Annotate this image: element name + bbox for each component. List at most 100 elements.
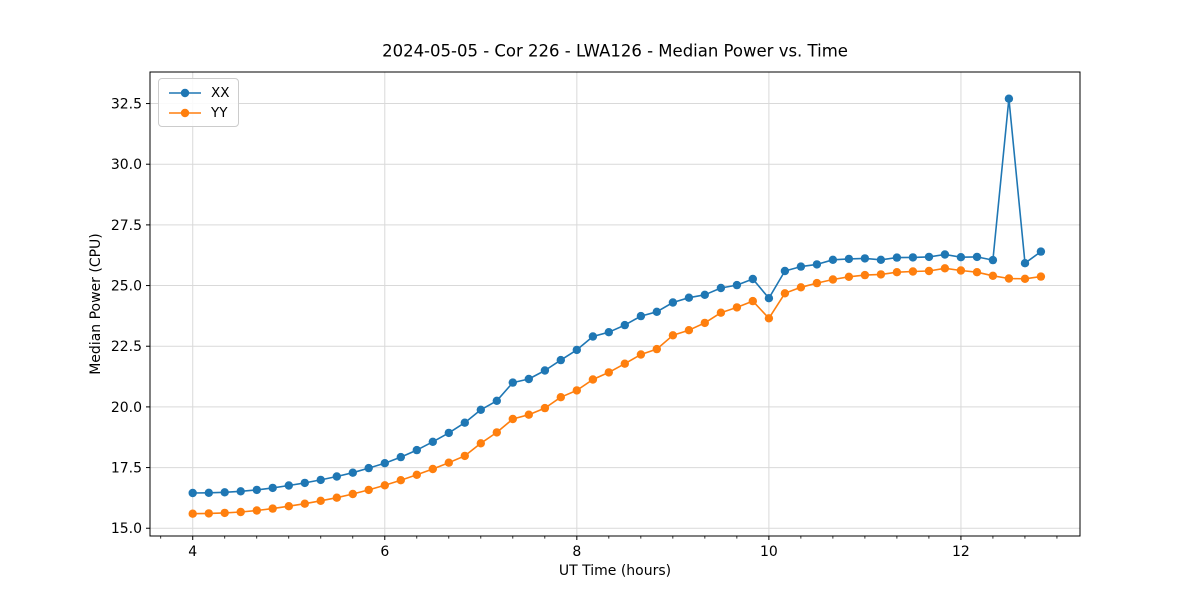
data-point-yy bbox=[524, 410, 533, 419]
data-point-yy bbox=[892, 268, 902, 277]
data-point-yy bbox=[700, 318, 709, 328]
data-point-yy bbox=[716, 308, 726, 317]
x-tick-label: 10 bbox=[760, 544, 778, 560]
data-point-yy bbox=[636, 350, 646, 359]
data-point-xx bbox=[524, 374, 533, 384]
data-point-xx bbox=[556, 355, 565, 365]
data-point-xx bbox=[940, 250, 950, 259]
axes-spine bbox=[149, 71, 1081, 537]
data-point-xx bbox=[236, 487, 245, 496]
data-point-yy bbox=[220, 508, 229, 518]
data-point-yy bbox=[492, 428, 501, 437]
legend-label-yy: YY bbox=[211, 104, 228, 121]
data-point-xx bbox=[1020, 259, 1030, 268]
data-point-yy bbox=[300, 499, 309, 508]
data-point-xx bbox=[220, 488, 229, 497]
data-point-yy bbox=[652, 344, 661, 354]
data-point-xx bbox=[284, 481, 293, 490]
x-tick-label: 8 bbox=[572, 544, 581, 560]
data-point-yy bbox=[828, 275, 838, 284]
data-point-xx bbox=[636, 311, 646, 321]
data-point-yy bbox=[428, 464, 437, 474]
data-point-xx bbox=[268, 483, 277, 493]
data-point-yy bbox=[796, 283, 806, 292]
data-point-yy bbox=[972, 268, 982, 277]
x-tick-label: 12 bbox=[952, 544, 970, 560]
data-point-xx bbox=[908, 253, 918, 262]
data-point-yy bbox=[316, 496, 325, 505]
data-point-xx bbox=[1004, 94, 1014, 103]
data-point-yy bbox=[1020, 274, 1030, 283]
y-tick-label: 22.5 bbox=[111, 339, 142, 355]
data-point-xx bbox=[732, 280, 742, 290]
data-point-xx bbox=[188, 488, 197, 498]
data-point-xx bbox=[476, 405, 485, 414]
data-point-xx bbox=[380, 459, 389, 468]
data-point-yy bbox=[860, 270, 870, 280]
data-point-yy bbox=[396, 476, 405, 485]
data-point-yy bbox=[444, 458, 453, 467]
data-point-yy bbox=[460, 451, 469, 461]
data-point-yy bbox=[268, 504, 277, 513]
data-point-yy bbox=[204, 509, 213, 518]
data-point-yy bbox=[1004, 274, 1014, 283]
data-point-xx bbox=[588, 332, 598, 341]
series-line-xx bbox=[192, 97, 1042, 494]
data-point-yy bbox=[940, 264, 950, 273]
data-point-xx bbox=[300, 478, 309, 488]
data-point-yy bbox=[348, 489, 357, 499]
data-point-xx bbox=[460, 418, 469, 427]
data-point-xx bbox=[668, 298, 678, 307]
data-point-yy bbox=[844, 272, 854, 281]
data-point-yy bbox=[188, 509, 197, 518]
data-point-xx bbox=[748, 274, 757, 284]
data-point-xx bbox=[348, 468, 357, 477]
data-point-yy bbox=[812, 278, 822, 288]
x-tick-label: 4 bbox=[188, 544, 197, 560]
data-point-yy bbox=[332, 493, 341, 502]
legend: XX YY bbox=[158, 78, 239, 127]
data-point-yy bbox=[572, 386, 581, 395]
y-tick-label: 27.5 bbox=[111, 218, 142, 234]
data-point-yy bbox=[252, 506, 261, 515]
x-axis-label: UT Time (hours) bbox=[558, 563, 672, 579]
data-point-xx bbox=[508, 378, 517, 387]
data-point-xx bbox=[364, 463, 373, 473]
legend-item-yy: YY bbox=[167, 104, 230, 121]
data-point-yy bbox=[588, 375, 598, 384]
data-point-yy bbox=[988, 271, 998, 280]
data-point-yy bbox=[508, 414, 517, 424]
data-point-xx bbox=[540, 366, 550, 375]
data-point-xx bbox=[332, 472, 341, 481]
data-point-xx bbox=[316, 475, 325, 485]
data-point-yy bbox=[668, 331, 678, 340]
data-point-xx bbox=[652, 307, 661, 316]
data-point-xx bbox=[412, 445, 421, 455]
data-point-yy bbox=[604, 368, 613, 377]
legend-line-marker-xx bbox=[169, 88, 201, 97]
y-tick-label: 20.0 bbox=[111, 400, 142, 416]
data-point-xx bbox=[812, 260, 822, 269]
data-point-yy bbox=[236, 507, 245, 517]
y-tick-label: 30.0 bbox=[111, 157, 142, 173]
data-point-xx bbox=[396, 452, 405, 462]
data-point-yy bbox=[924, 266, 934, 276]
data-point-xx bbox=[492, 396, 501, 405]
data-point-yy bbox=[380, 481, 389, 490]
data-point-yy bbox=[956, 266, 966, 275]
data-point-xx bbox=[924, 252, 934, 262]
data-point-xx bbox=[252, 485, 261, 495]
data-point-yy bbox=[284, 502, 293, 511]
data-point-xx bbox=[796, 262, 806, 271]
data-point-xx bbox=[444, 428, 453, 438]
y-tick-label: 32.5 bbox=[111, 97, 142, 113]
data-point-yy bbox=[556, 393, 565, 402]
data-point-yy bbox=[476, 439, 485, 448]
data-point-xx bbox=[780, 266, 790, 276]
data-point-yy bbox=[732, 303, 742, 312]
data-point-xx bbox=[876, 255, 886, 264]
y-tick-label: 17.5 bbox=[111, 461, 142, 477]
x-tick-label: 6 bbox=[380, 544, 389, 560]
data-point-xx bbox=[972, 252, 982, 262]
